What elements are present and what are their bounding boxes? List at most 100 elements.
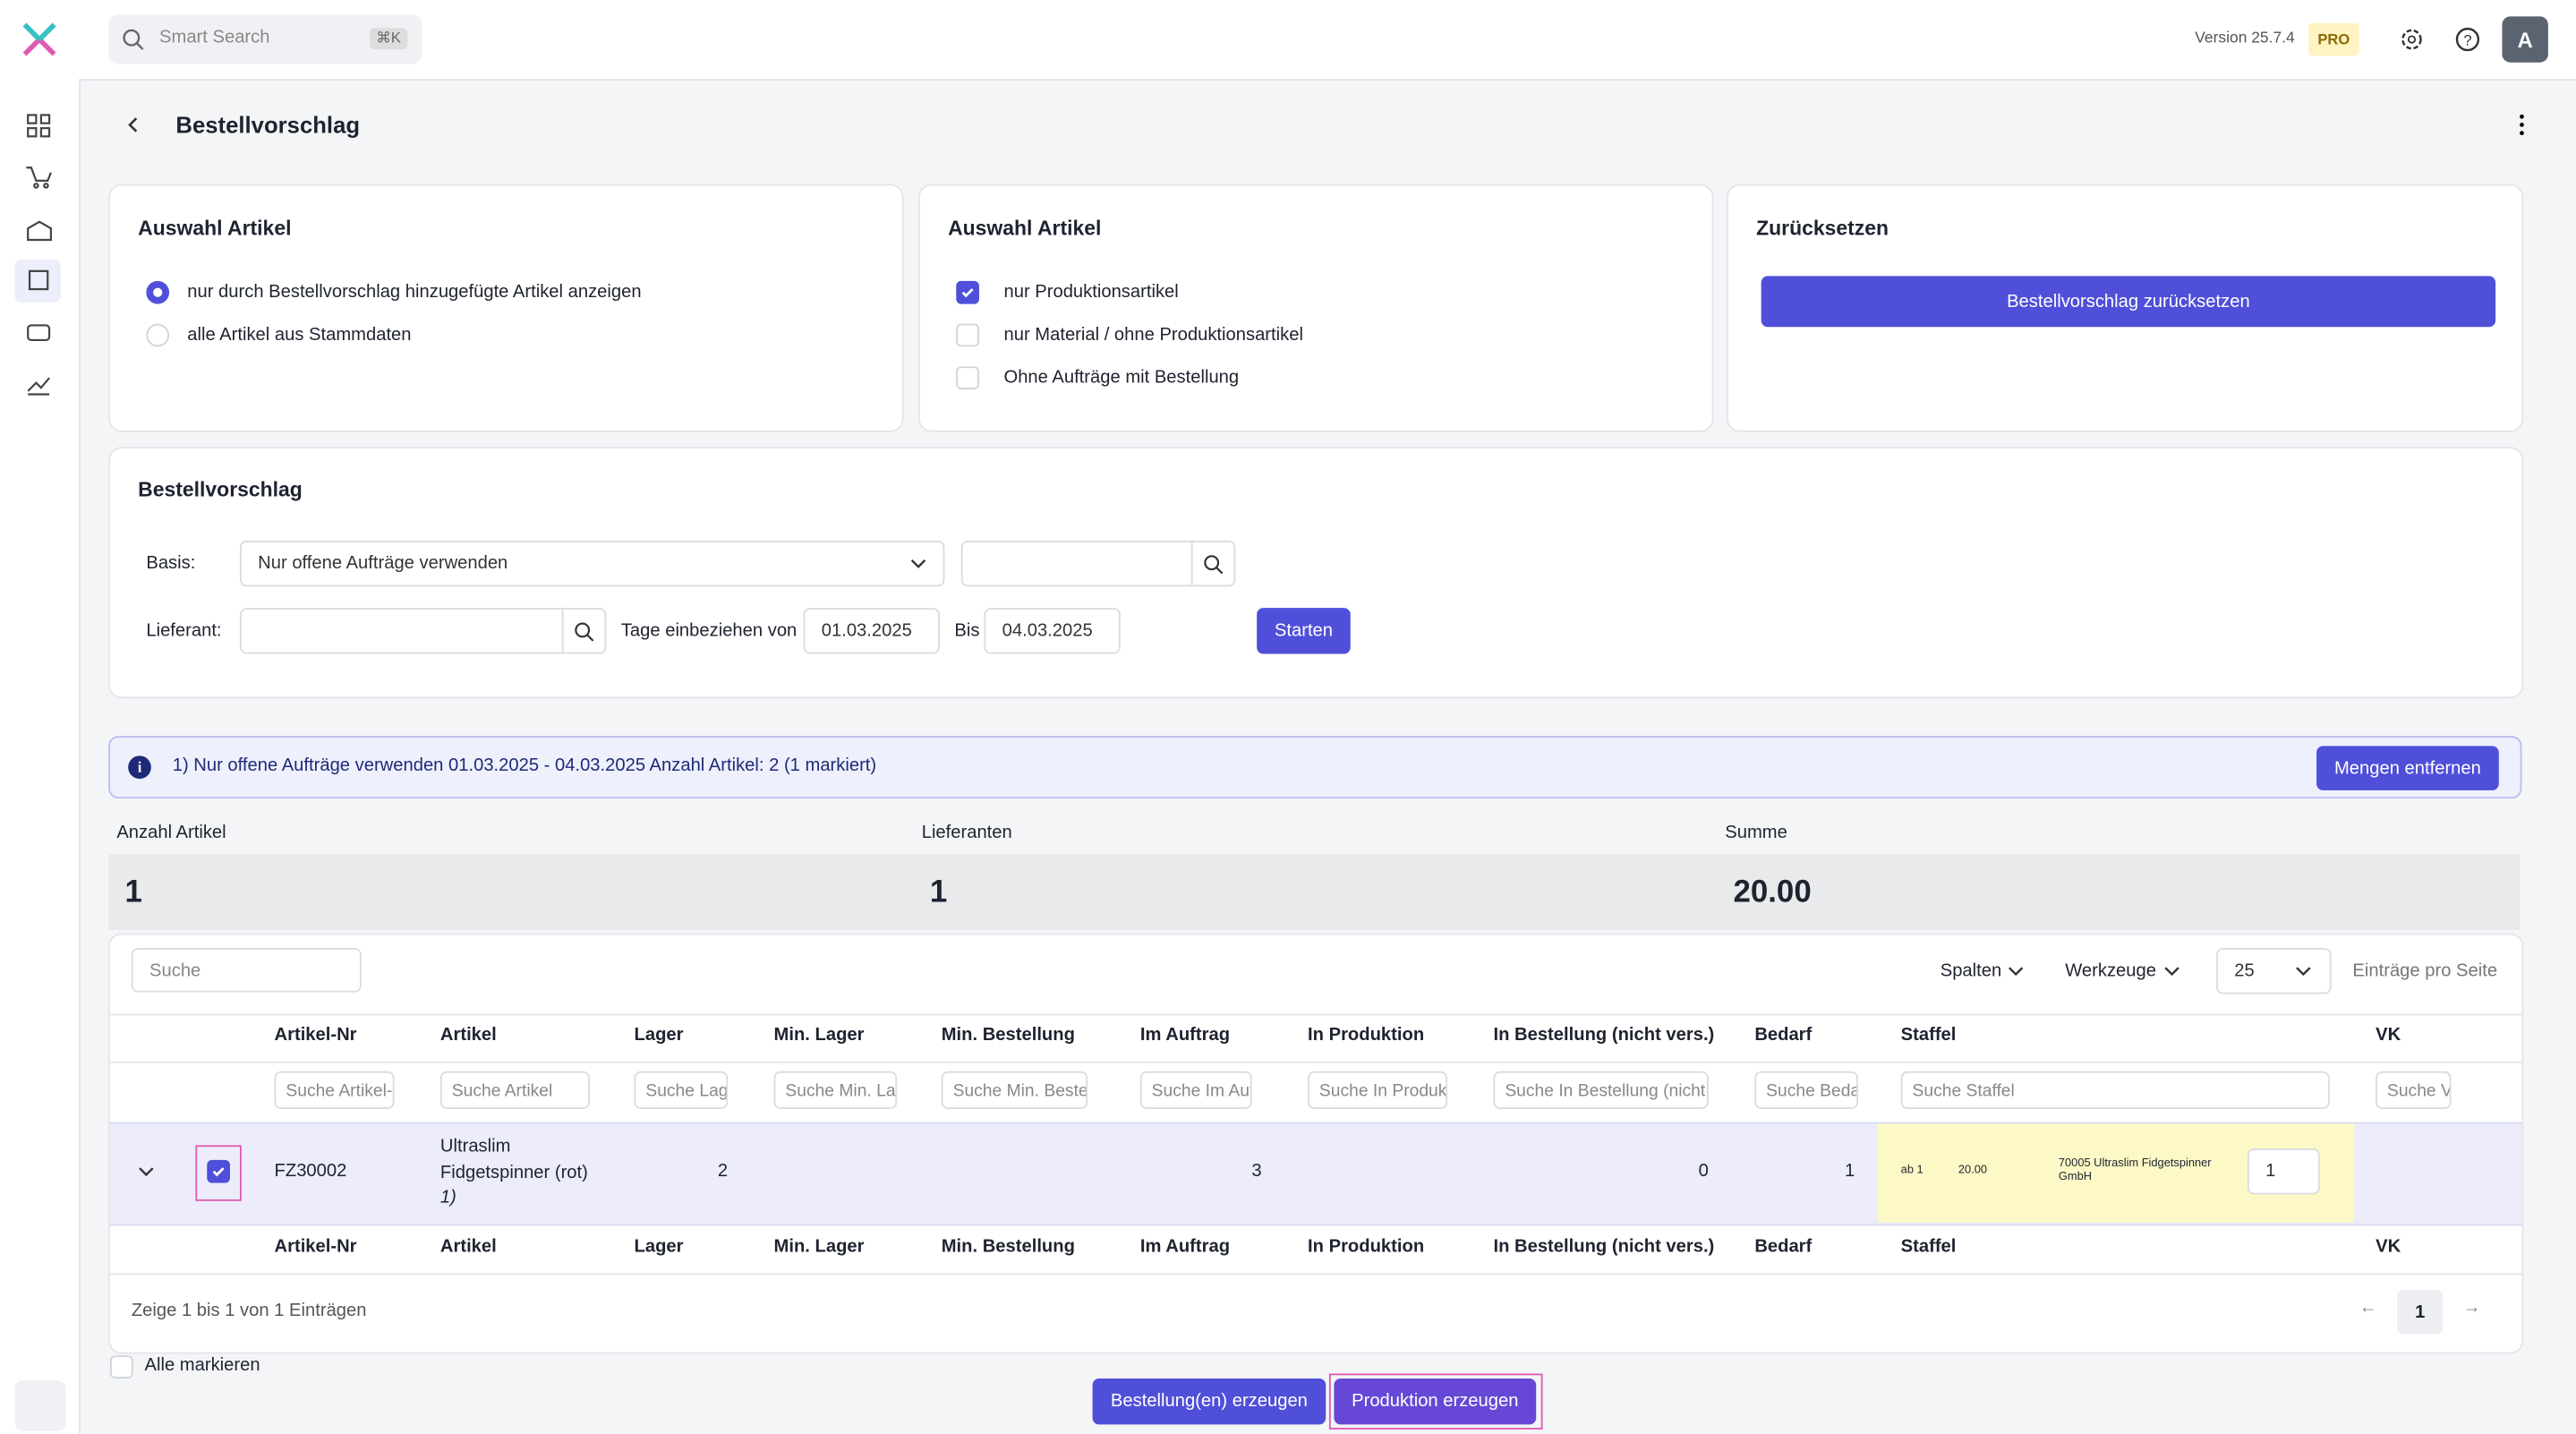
card-title: Auswahl Artikel xyxy=(138,217,292,240)
columns-button[interactable]: Spalten xyxy=(1940,960,2002,981)
logo xyxy=(22,22,56,56)
column-footer: In Bestellung (nicht vers.) xyxy=(1493,1237,1715,1258)
info-banner xyxy=(108,736,2522,799)
filter-input[interactable]: Suche Min. Bestellung xyxy=(941,1071,1088,1109)
settings-icon[interactable] xyxy=(2399,26,2425,52)
pro-badge: PRO xyxy=(2307,22,2359,56)
checkbox[interactable] xyxy=(956,323,979,347)
rule xyxy=(109,1061,2522,1063)
chevron xyxy=(2164,967,2179,977)
checkbox-label: Ohne Aufträge mit Bestellung xyxy=(1003,368,1240,388)
stats-bar xyxy=(108,854,2521,930)
date-to[interactable]: 04.03.2025 xyxy=(984,608,1121,654)
production-button[interactable]: Produktion erzeugen xyxy=(1334,1378,1537,1425)
filter-input[interactable]: Suche Lager xyxy=(634,1071,729,1109)
table-info: Zeige 1 bis 1 von 1 Einträgen xyxy=(131,1301,367,1321)
stat-label: Summe xyxy=(1725,823,1787,843)
row-checkbox[interactable] xyxy=(207,1159,230,1183)
column-footer: Min. Lager xyxy=(773,1237,865,1258)
radio[interactable] xyxy=(146,323,170,347)
order-button[interactable]: Bestellung(en) erzeugen xyxy=(1092,1378,1326,1425)
search-icon[interactable] xyxy=(1203,554,1224,576)
stat-value: 20.00 xyxy=(1733,875,1812,910)
table-search[interactable]: Suche xyxy=(131,948,362,993)
filter-input[interactable]: Suche In Bestellung (nicht vers.) xyxy=(1493,1071,1709,1109)
column-header: Im Auftrag xyxy=(1139,1025,1231,1046)
column-footer: Staffel xyxy=(1900,1237,1957,1258)
search-placeholder: Smart Search xyxy=(159,28,270,48)
filter-input[interactable]: Suche Artikel xyxy=(439,1071,590,1109)
filter-input[interactable]: Suche Bedarf xyxy=(1754,1071,1858,1109)
filter-input[interactable]: Suche Im Auftrag xyxy=(1139,1071,1252,1109)
shortcut: ⌘K xyxy=(369,28,408,50)
sidebar xyxy=(0,79,81,1434)
form-title: Bestellvorschlag xyxy=(138,478,303,501)
staffel-supplier: 70005 Ultraslim Fidgetspinner GmbH xyxy=(2058,1158,2212,1182)
stat-value: 1 xyxy=(124,875,142,910)
avatar[interactable]: A xyxy=(2502,16,2548,63)
column-footer: In Produktion xyxy=(1308,1237,1425,1258)
help-icon[interactable]: ? xyxy=(2454,26,2480,52)
page-size-select[interactable]: 25 xyxy=(2216,948,2332,994)
cell: 2 xyxy=(717,1161,729,1182)
checkbox-label: nur Material / ohne Produktionsartikel xyxy=(1003,325,1303,346)
page-number[interactable]: 1 xyxy=(2396,1289,2444,1335)
filter-input[interactable]: Suche Min. Lager xyxy=(773,1071,898,1109)
remove-quantities-button[interactable]: Mengen entfernen xyxy=(2316,746,2499,790)
cell: 3 xyxy=(1251,1161,1262,1182)
page-size-label: Einträge pro Seite xyxy=(2352,960,2498,981)
to-label: Bis xyxy=(954,620,980,641)
next-page[interactable]: → xyxy=(2462,1298,2481,1319)
column-header: VK xyxy=(2376,1025,2401,1046)
search-input[interactable] xyxy=(960,540,1236,587)
table-card xyxy=(108,933,2524,1354)
column-header: In Bestellung (nicht vers.) xyxy=(1493,1025,1715,1046)
cell: FZ30002 xyxy=(274,1161,347,1182)
prev-page[interactable]: ← xyxy=(2358,1298,2377,1319)
tools-button[interactable]: Werkzeuge xyxy=(2065,960,2156,981)
svg-text:?: ? xyxy=(2463,32,2471,48)
column-header: Artikel xyxy=(439,1025,497,1046)
column-header: Min. Bestellung xyxy=(941,1025,1075,1046)
focus-outline xyxy=(1328,1373,1543,1430)
article: Ultraslim Fidgetspinner (rot) xyxy=(439,1137,588,1182)
column-footer: VK xyxy=(2376,1237,2401,1258)
chevron xyxy=(2008,967,2024,977)
info-icon: i xyxy=(128,755,151,780)
expand-button[interactable] xyxy=(136,1162,156,1182)
checkbox[interactable] xyxy=(956,366,979,390)
column-footer: Lager xyxy=(634,1237,684,1258)
radio[interactable] xyxy=(146,280,170,304)
start-button[interactable]: Starten xyxy=(1257,608,1351,654)
filter-input[interactable]: Suche Artikel-Nr xyxy=(274,1071,395,1109)
filter-input[interactable]: Suche VK xyxy=(2376,1071,2452,1109)
search-icon[interactable] xyxy=(574,621,595,643)
version: Version 25.7.4 xyxy=(2195,30,2295,48)
focus-outline xyxy=(195,1145,242,1201)
supplier-input[interactable] xyxy=(239,608,607,654)
divider xyxy=(561,608,564,654)
topbar xyxy=(0,0,2576,81)
card-title: Auswahl Artikel xyxy=(948,217,1102,240)
filter-input[interactable]: Suche In Produktion xyxy=(1308,1071,1448,1109)
column-header: Artikel-Nr xyxy=(274,1025,357,1046)
filter-input[interactable]: Suche Staffel xyxy=(1900,1071,2330,1109)
divider xyxy=(1190,540,1193,587)
qty-input[interactable]: 1 xyxy=(2247,1148,2320,1195)
radio-label: alle Artikel aus Stammdaten xyxy=(187,325,412,346)
checkbox[interactable] xyxy=(956,280,979,304)
basis-select[interactable]: Nur offene Aufträge verwenden xyxy=(239,540,945,587)
page-title: Bestellvorschlag xyxy=(175,111,361,139)
date-from[interactable]: 01.03.2025 xyxy=(803,608,940,654)
sidebar-toggle[interactable] xyxy=(14,1379,66,1431)
reset-button[interactable]: Bestellvorschlag zurücksetzen xyxy=(1761,276,2496,328)
select-all-checkbox[interactable] xyxy=(109,1355,133,1379)
stat-value: 1 xyxy=(929,875,948,910)
back-button[interactable] xyxy=(124,115,143,134)
menu-button[interactable] xyxy=(2513,112,2529,138)
note: 1) xyxy=(439,1188,456,1208)
staffel-price: 20.00 xyxy=(1958,1165,1988,1177)
stat-label: Anzahl Artikel xyxy=(116,823,226,843)
